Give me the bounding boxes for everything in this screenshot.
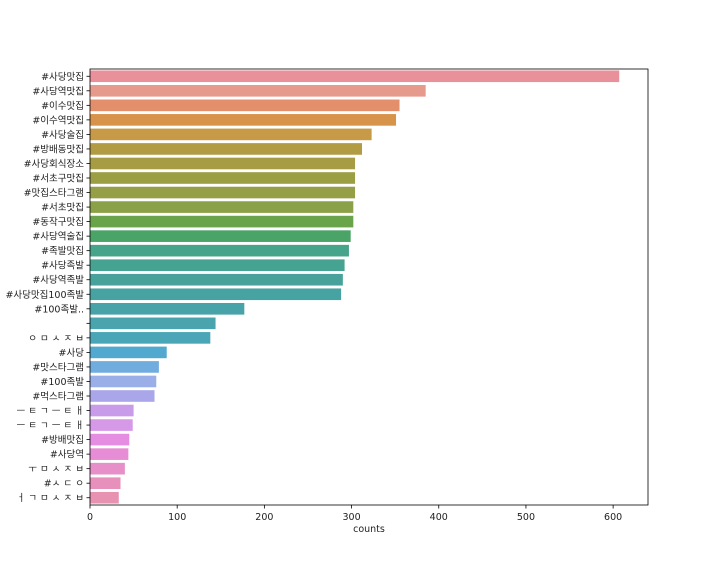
x-tick-label: 0: [87, 512, 93, 523]
category-label: #사당역맛집: [32, 85, 84, 97]
bar: [90, 288, 342, 301]
bar: [90, 390, 155, 402]
bar: [90, 70, 620, 83]
plot-frame: [89, 68, 649, 506]
bar: [90, 361, 159, 373]
category-label: #방배맛집: [41, 434, 84, 446]
category-labels-group: #사당맛집 #사당역맛집 #이수맛집 #이수역맛집 #사당술집 #방배동맛집 #사당회식장소…: [5, 71, 90, 504]
category-label: #사당: [59, 348, 85, 359]
bar: [90, 172, 356, 184]
bar: [90, 302, 245, 315]
bar: [90, 114, 397, 126]
category-label: #사당맛집100족발: [5, 289, 84, 301]
bar: [90, 230, 351, 242]
bar: [90, 419, 133, 431]
x-tick-label: 100: [168, 512, 186, 523]
category-label: #사당술집: [41, 129, 84, 141]
category-label: #이수맛집: [41, 100, 84, 112]
bar: [90, 84, 426, 97]
category-label: #맛스타그램: [32, 361, 84, 373]
bars-group: [90, 70, 620, 504]
bar: [90, 215, 354, 228]
category-label: #사당족발: [41, 261, 84, 272]
category-label: #사당회식장소: [24, 159, 85, 170]
bar: [90, 317, 216, 330]
x-axis: 0 100 200 300 400 500 600: [87, 505, 622, 523]
category-label: #동작구맛집: [32, 216, 84, 228]
bar: [90, 346, 167, 359]
x-axis-label: counts: [353, 524, 385, 535]
category-label: #사당맛집: [41, 71, 84, 83]
category-label: #100족발..: [34, 304, 84, 315]
bar: [90, 244, 349, 257]
category-label: ㅡ ㅌ ㄱ ㅡ ㅌ ㅐ: [16, 421, 84, 432]
category-label: #방배동맛집: [32, 143, 84, 155]
category-label: #ㅅ ㄷ ㅇ: [44, 479, 84, 490]
bar: [90, 462, 125, 475]
bar: [90, 375, 157, 388]
bar: [90, 186, 356, 199]
category-label: #맛집스타그램: [24, 187, 84, 199]
bar: [90, 433, 130, 446]
category-label: #족발맛집: [41, 245, 84, 257]
bar: [90, 273, 343, 286]
x-tick-label: 600: [604, 512, 622, 523]
bar: [90, 332, 211, 344]
x-tick-label: 300: [342, 512, 360, 523]
bar: [90, 143, 363, 155]
bar: [90, 448, 129, 460]
bar: [90, 259, 345, 272]
category-label: ㅜ ㅁ ㅅ ㅈ ㅂ: [28, 464, 84, 475]
category-label: #이수역맛집: [32, 114, 84, 126]
category-label: #서초맛집: [41, 202, 84, 214]
x-tick-label: 500: [517, 512, 535, 523]
category-label: #사당역족발: [32, 275, 84, 286]
category-label: ㅡ ㅌ ㄱ ㅡ ㅌ ㅐ: [16, 406, 84, 417]
bar: [90, 404, 134, 417]
category-label: #먹스타그램: [32, 391, 84, 403]
bar: [90, 99, 400, 112]
category-label: ㅇ ㅁ ㅅ ㅈ ㅂ: [28, 333, 84, 344]
x-tick-label: 400: [430, 512, 448, 523]
bar: [90, 201, 354, 213]
bar: [90, 491, 119, 504]
category-label: ㅓ ㄱ ㅁ ㅅ ㅈ ㅂ: [16, 493, 84, 504]
bar: [90, 128, 372, 141]
x-tick-label: 200: [255, 512, 273, 523]
category-label: #사당역: [50, 450, 84, 461]
bar: [90, 477, 121, 490]
category-label: #100족발: [40, 377, 84, 388]
category-label: #서초구맛집: [32, 173, 84, 185]
bar: [90, 157, 356, 170]
category-label: #사당역술집: [32, 231, 84, 243]
